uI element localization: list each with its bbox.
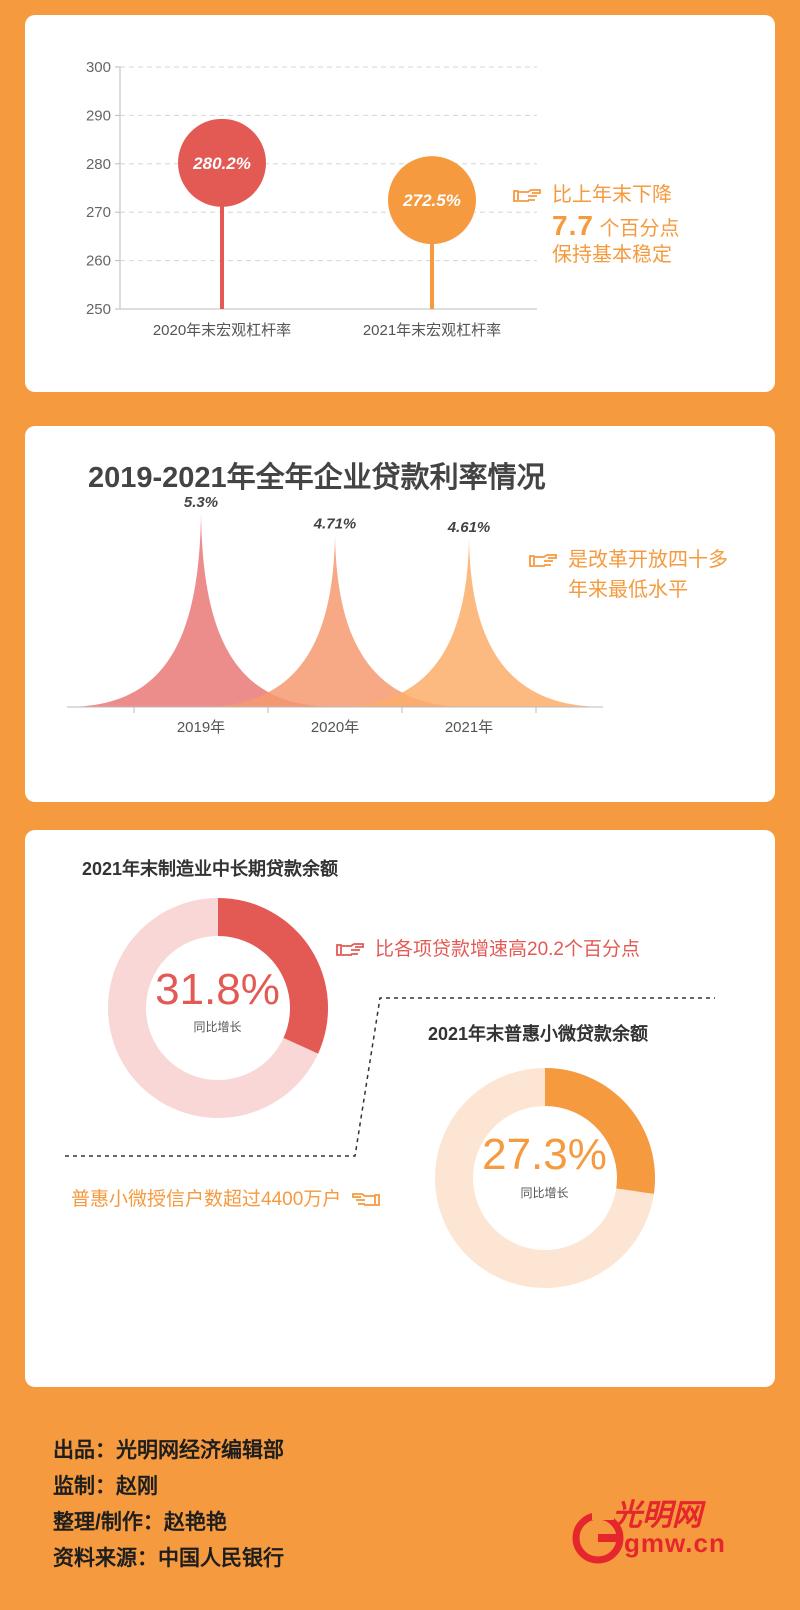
value-label: 4.61%: [447, 519, 491, 536]
y-tick-label: 300: [86, 59, 111, 76]
loan-rate-chart: 5.3% 2019年 4.71% 2020年 4.61% 2021年: [66, 494, 604, 736]
y-tick-label: 280: [86, 156, 111, 173]
area-peak: [66, 514, 336, 707]
logo-text: 光明网: [612, 1498, 702, 1533]
pointing-hand-icon: [513, 188, 541, 202]
value-label: 272.5%: [402, 191, 461, 210]
leverage-note-line2: 7.7 个百分点: [552, 211, 680, 244]
loan-rate-title: 2019-2021年全年企业贷款利率情况: [88, 462, 546, 494]
leverage-card: 250 260 270 280 290 300 280.2% 2020年末宏观杠杆率 272.5…: [25, 15, 775, 392]
manufacturing-note: 比各项贷款增速高20.2个百分点: [335, 934, 640, 961]
loan-rate-note-line1: 是改革开放四十多: [528, 545, 728, 575]
y-tick-label: 250: [86, 301, 111, 318]
x-tick-label: 2021年: [445, 719, 493, 736]
x-tick-label: 2020年末宏观杠杆率: [153, 322, 291, 339]
value-label: 4.71%: [313, 515, 357, 532]
gmw-logo: 光明网 gmw.cn: [572, 1490, 747, 1570]
leverage-note-line3: 保持基本稳定: [552, 244, 672, 266]
loan-rate-card: 5.3% 2019年 4.71% 2020年 4.61% 2021年 2019-2021年…: [25, 426, 775, 802]
divider-line: [65, 997, 715, 1157]
decline-unit: 个百分点: [599, 218, 680, 240]
leverage-note-line1: 比上年末下降: [512, 180, 672, 210]
credit-source: 资料来源：中国人民银行: [53, 1547, 284, 1570]
value-label: 5.3%: [184, 494, 218, 511]
pointing-hand-left-icon: [352, 1193, 381, 1206]
small-business-value: 27.3%: [482, 1130, 607, 1179]
decline-number: 7.7: [552, 210, 594, 241]
pointing-hand-icon: [336, 943, 364, 956]
pointing-hand-icon: [529, 553, 557, 567]
y-tick-label: 260: [86, 253, 111, 270]
loan-balance-chart: [65, 898, 715, 1288]
donut-slice: [218, 898, 328, 1054]
lollipop-head: [388, 156, 476, 245]
x-tick-label: 2021年末宏观杠杆率: [363, 322, 501, 339]
small-business-sublabel: 同比增长: [520, 1186, 569, 1200]
credit-editor: 整理/制作：赵艳艳: [53, 1511, 227, 1534]
manufacturing-title: 2021年末制造业中长期贷款余额: [82, 859, 339, 879]
credit-supervisor: 监制：赵刚: [53, 1475, 158, 1498]
manufacturing-value: 31.8%: [155, 965, 280, 1014]
gmw-logo-icon: [572, 1510, 624, 1564]
x-tick-label: 2020年: [311, 719, 359, 736]
value-label: 280.2%: [192, 154, 251, 173]
small-business-note: 普惠小微授信户数超过4400万户: [71, 1185, 381, 1215]
y-tick-label: 270: [86, 204, 111, 221]
leverage-chart: 250 260 270 280 290 300 280.2% 2020年末宏观杠杆率 272.5…: [86, 59, 537, 339]
loan-rate-note-line2: 年来最低水平: [568, 579, 688, 601]
small-business-title: 2021年末普惠小微贷款余额: [428, 1024, 649, 1044]
donut-slice: [545, 1068, 656, 1194]
loan-balance-card: 2021年末制造业中长期贷款余额 31.8% 同比增长 比各项贷款增速高20.2…: [25, 830, 775, 1387]
y-tick-label: 290: [86, 107, 111, 124]
lollipop-head: [178, 118, 266, 207]
x-tick-label: 2019年: [177, 719, 225, 736]
area-peak: [334, 539, 604, 707]
logo-domain: gmw.cn: [624, 1528, 726, 1558]
area-peak: [200, 535, 470, 707]
credits: 出品：光明网经济编辑部 监制：赵刚 整理/制作：赵艳艳 资料来源：中国人民银行: [53, 1433, 284, 1577]
manufacturing-sublabel: 同比增长: [193, 1020, 242, 1034]
credit-producer: 出品：光明网经济编辑部: [53, 1439, 284, 1462]
